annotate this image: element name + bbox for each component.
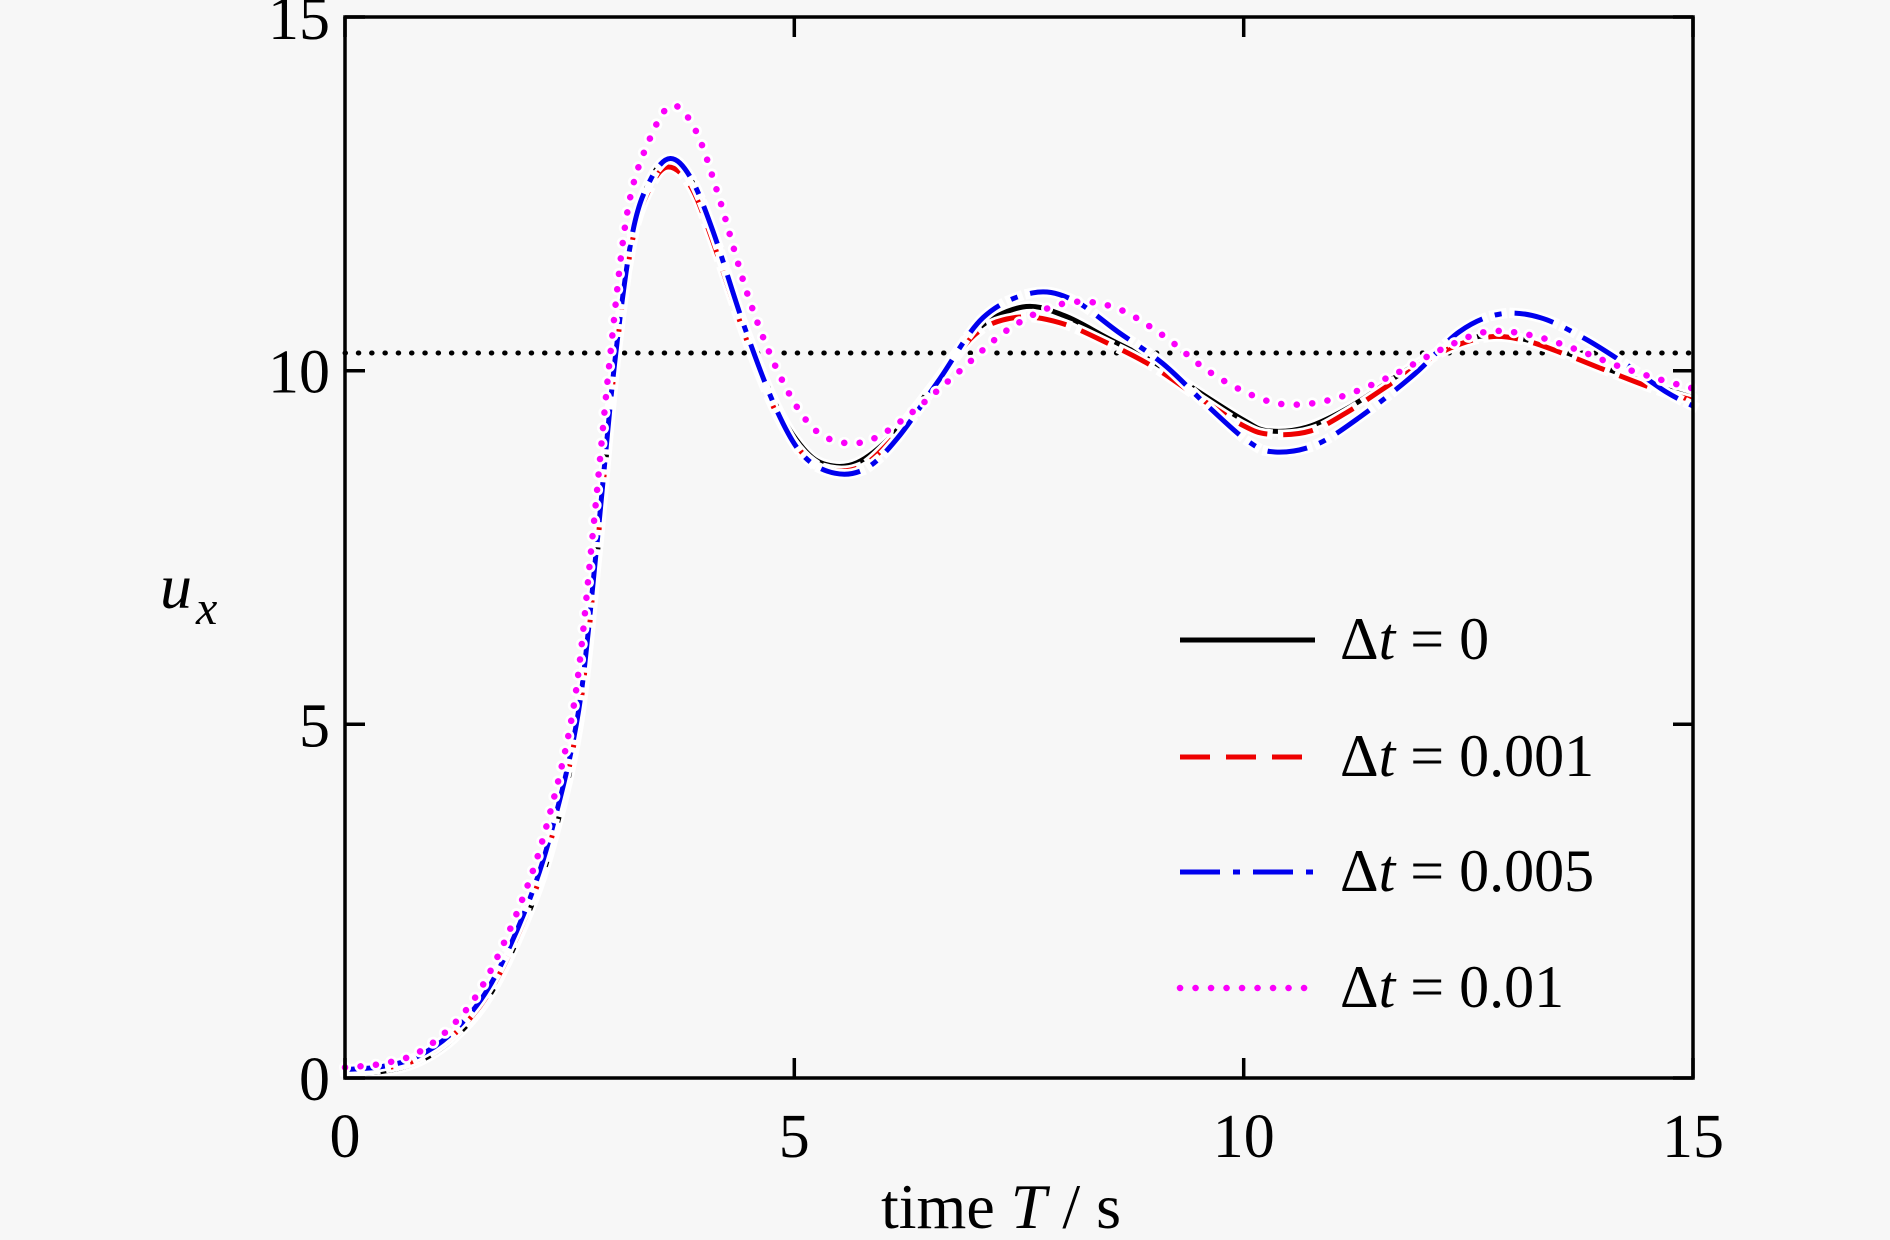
series-line-3 xyxy=(341,102,1697,1071)
plot-area: 0 5 10 15 0 5 10 15 xyxy=(268,0,1724,1171)
series-casing-2 xyxy=(339,153,1701,1076)
x-tick-label-10: 10 xyxy=(1213,1103,1275,1171)
y-tick-label-10: 10 xyxy=(268,339,330,407)
y-tick-label-0: 0 xyxy=(299,1046,330,1114)
x-tick-label-15: 15 xyxy=(1662,1103,1724,1171)
series-casing-3 xyxy=(339,99,1699,1074)
x-axis-title: time T / s xyxy=(881,1171,1121,1240)
series-line-2 xyxy=(344,156,1695,1072)
x-tick-label-5: 5 xyxy=(779,1103,810,1171)
plot-frame xyxy=(343,15,1695,1080)
x-tick-label-0: 0 xyxy=(330,1103,361,1171)
legend-label-dt-0: Δt = 0 xyxy=(1340,606,1489,672)
legend: Δt = 0 Δt = 0.001 Δt = 0.005 Δt = 0.01 xyxy=(1176,606,1594,1020)
legend-label-dt-001: Δt = 0.01 xyxy=(1340,954,1564,1020)
legend-label-dt-0001: Δt = 0.001 xyxy=(1340,723,1594,789)
y-tick-label-5: 5 xyxy=(299,692,330,760)
y-axis-title: ux xyxy=(160,551,217,635)
y-tick-label-15: 15 xyxy=(268,0,330,53)
legend-label-dt-0005: Δt = 0.005 xyxy=(1340,838,1594,904)
